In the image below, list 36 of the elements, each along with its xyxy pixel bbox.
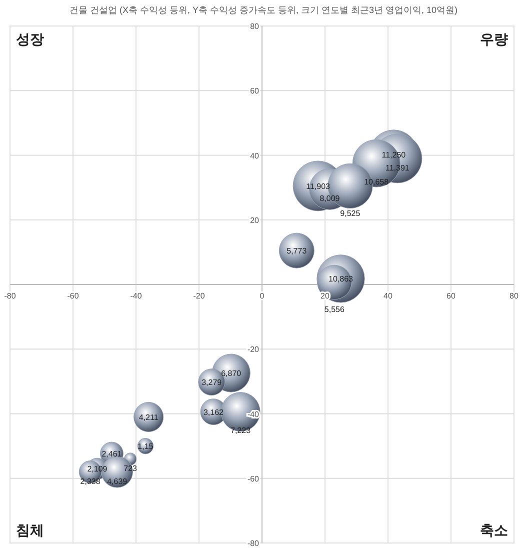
- annotation: 3,279: [202, 378, 222, 388]
- annotation: 축소: [480, 522, 508, 538]
- y-tick-label: -80: [247, 539, 260, 548]
- y-tick-label: 20: [250, 216, 260, 225]
- annotation: 10,658: [364, 177, 390, 186]
- x-tick-label: -60: [67, 292, 80, 300]
- y-tick-label: 60: [250, 86, 260, 96]
- annotation: 1,15: [138, 442, 154, 452]
- annotation: 3,162: [203, 408, 224, 417]
- x-tick-label: 80: [510, 292, 519, 300]
- annotation: 11,903: [306, 182, 331, 191]
- annotation: 10,863: [328, 274, 354, 284]
- annotation: 2,461: [102, 449, 122, 458]
- y-tick-label: 40: [250, 151, 260, 160]
- x-tick-label: -40: [130, 292, 142, 300]
- annotation: 침체: [16, 522, 44, 538]
- x-tick-label: -80: [4, 292, 16, 300]
- annotation: 8,009: [320, 194, 340, 204]
- annotation: 6,870: [221, 369, 242, 378]
- annotation: 성장: [16, 31, 44, 47]
- y-tick-label: -20: [247, 345, 260, 354]
- x-tick-label: -20: [193, 292, 206, 300]
- x-tick-label: 60: [446, 292, 456, 300]
- annotation: 4,639: [107, 476, 128, 486]
- x-tick-label: 0: [260, 292, 265, 300]
- annotation: 5,556: [324, 305, 346, 314]
- x-tick-label: 40: [384, 292, 393, 300]
- annotation: 2,109: [87, 464, 108, 474]
- annotation: 우량: [480, 31, 508, 47]
- annotation: 5,773: [286, 246, 308, 256]
- y-tick-label: -40: [247, 410, 260, 419]
- annotation: 9,525: [340, 208, 361, 218]
- annotation: 4,211: [138, 412, 159, 422]
- chart-title: 건물 건설업 (X축 수익성 등위, Y축 수익성 증가속도 등위, 크기 연도별 최근3년 영업이익, 10억원): [69, 5, 458, 15]
- y-tick-label: -60: [247, 474, 260, 484]
- y-tick-label: 80: [250, 22, 260, 31]
